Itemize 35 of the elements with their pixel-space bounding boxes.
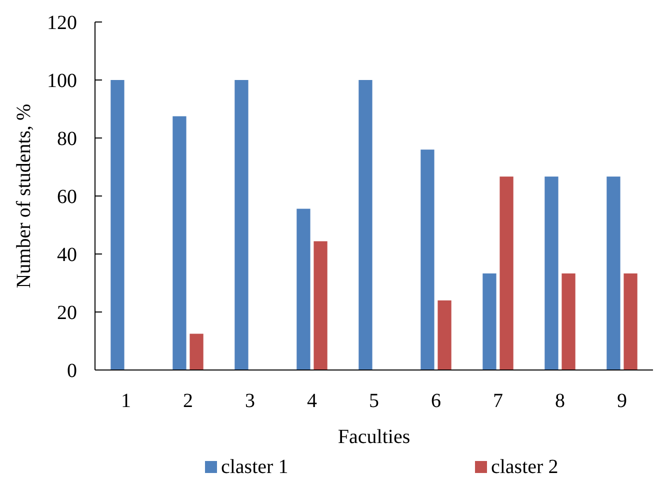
bar [190,334,204,370]
bar [544,176,558,370]
y-axis-title: Number of students, % [13,104,35,288]
x-tick-label: 3 [245,390,255,412]
bar [234,80,248,370]
y-tick-label: 100 [47,70,77,92]
x-tick-label: 2 [183,390,193,412]
x-tick-label: 4 [307,390,317,412]
x-tick-label: 8 [555,390,565,412]
y-tick-label: 60 [57,186,77,208]
bar [438,300,452,370]
x-tick-label: 5 [369,390,379,412]
x-tick-label: 6 [431,390,441,412]
bar [624,273,638,370]
x-axis-title: Faculties [338,426,410,448]
x-tick-label: 9 [617,390,627,412]
legend-label: claster 1 [221,456,288,478]
y-tick-label: 0 [67,360,77,382]
y-tick-label: 120 [47,12,77,34]
bar [562,273,576,370]
bar [420,150,434,370]
y-tick-label: 20 [57,302,77,324]
bar [606,176,620,370]
x-tick-label: 7 [493,390,503,412]
bar [314,241,328,370]
y-tick-label: 40 [57,244,77,266]
bar [110,80,124,370]
y-tick-label: 80 [57,128,77,150]
bar [172,116,186,370]
legend-label: claster 2 [491,456,558,478]
bar [358,80,372,370]
bar [296,208,310,370]
bar [482,273,496,370]
x-tick-label: 1 [121,390,131,412]
bar [500,176,514,370]
